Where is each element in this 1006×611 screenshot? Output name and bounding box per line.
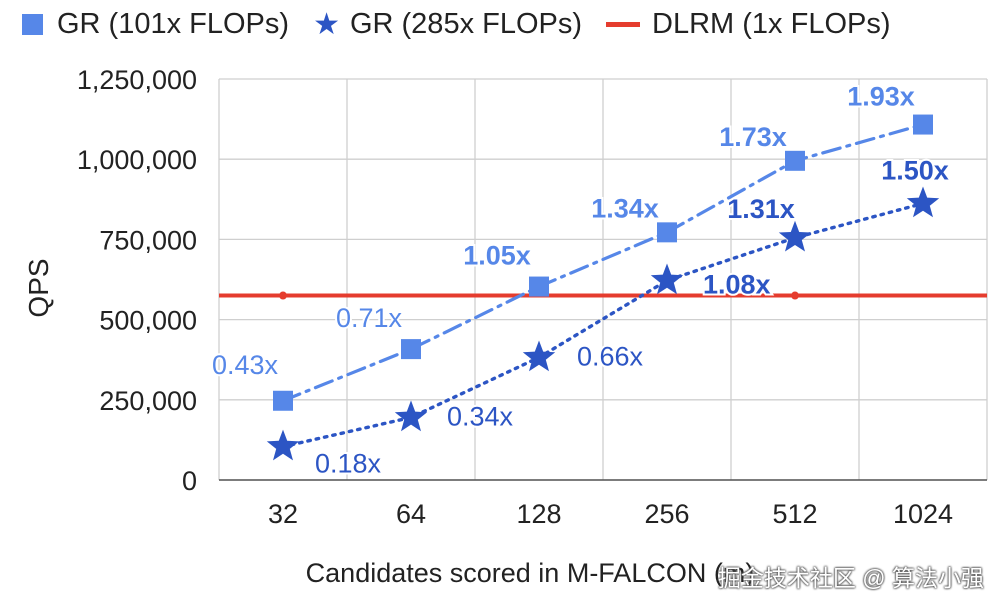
axes: 0 250,000 500,000 750,000 1,000,000 1,250,000…	[77, 65, 987, 529]
data-label: 0.43x	[212, 350, 279, 380]
gr-101x-line	[281, 122, 925, 403]
data-label: 1.93x	[847, 82, 915, 112]
data-label: 1.73x	[719, 122, 787, 152]
legend-item-gr-101x: GR (101x FLOPs)	[22, 8, 289, 41]
line-marker-icon	[606, 22, 641, 27]
square-marker-icon	[22, 14, 43, 35]
y-tick-label: 250,000	[99, 386, 197, 416]
square-marker	[657, 222, 677, 243]
square-marker	[529, 276, 549, 297]
legend-label: GR (101x FLOPs)	[57, 8, 290, 40]
dlrm-point	[791, 291, 799, 300]
x-tick-label: 512	[772, 499, 817, 529]
y-tick-label: 750,000	[99, 225, 197, 255]
gr-285x-line	[281, 201, 925, 449]
watermark: 掘金技术社区 @ 算法小强	[717, 565, 984, 591]
y-tick-label: 1,000,000	[77, 145, 197, 175]
data-labels: 0.43x 0.71x 1.05x 1.34x 1.73x 1.93x 0.18x 0.34x…	[210, 80, 951, 481]
data-label: 0.66x	[577, 341, 644, 371]
data-label: 1.31x	[727, 194, 795, 224]
star-marker-icon: ★	[313, 7, 340, 41]
star-marker	[522, 340, 556, 372]
square-marker	[273, 390, 293, 411]
data-label: 1.05x	[463, 241, 531, 271]
legend-item-dlrm: DLRM (1x FLOPs)	[606, 8, 891, 41]
square-marker	[913, 114, 933, 135]
chart-legend: GR (101x FLOPs) ★ GR (285x FLOPs) DLRM (…	[22, 8, 915, 41]
x-tick-label: 32	[268, 499, 298, 529]
data-label: 0.18x	[315, 449, 382, 479]
star-marker	[266, 429, 300, 461]
data-label: 0.71x	[336, 303, 403, 333]
x-axis-title: Candidates scored in M-FALCON (m)	[306, 558, 755, 588]
legend-label: DLRM (1x FLOPs)	[652, 8, 891, 40]
y-tick-label: 0	[182, 466, 197, 496]
legend-item-gr-285x: ★ GR (285x FLOPs)	[313, 8, 582, 41]
data-label: 1.50x	[881, 155, 949, 185]
legend-label: GR (285x FLOPs)	[349, 8, 583, 40]
x-tick-label: 64	[396, 499, 426, 529]
x-tick-label: 256	[644, 499, 689, 529]
square-marker	[785, 150, 805, 171]
star-marker	[650, 263, 684, 295]
data-label: 1.08x	[703, 269, 771, 299]
star-marker	[394, 400, 428, 432]
x-tick-label: 1024	[893, 499, 953, 529]
square-marker	[401, 339, 421, 360]
data-label: 1.34x	[591, 193, 659, 223]
y-axis-title: QPS	[23, 258, 54, 317]
star-marker	[906, 186, 940, 218]
dlrm-point	[279, 291, 287, 300]
x-tick-label: 128	[516, 499, 561, 529]
y-tick-label: 1,250,000	[77, 65, 197, 95]
data-label: 0.34x	[447, 401, 514, 431]
y-tick-label: 500,000	[99, 306, 197, 336]
series	[219, 114, 987, 461]
star-marker	[778, 220, 812, 252]
